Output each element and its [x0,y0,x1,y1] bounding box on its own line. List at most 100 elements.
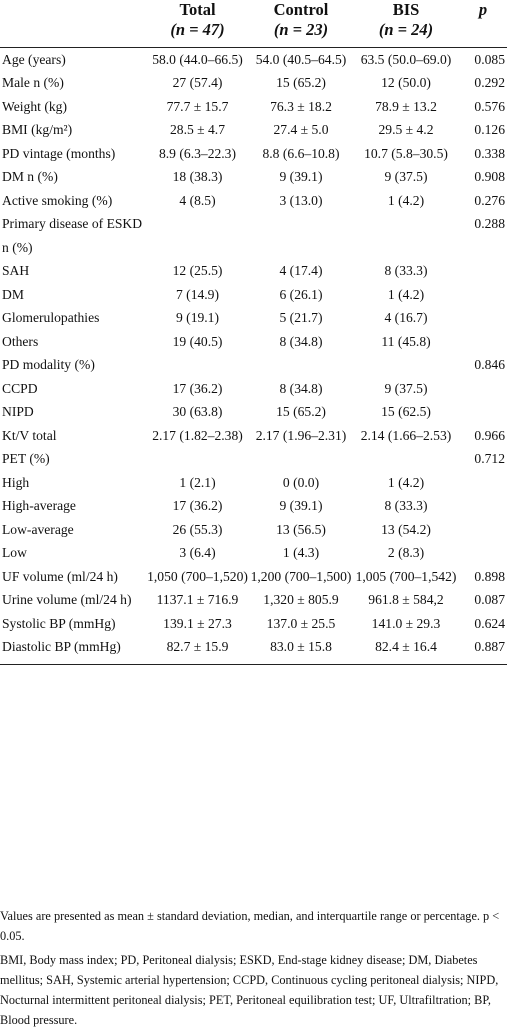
row-label: Male n (%) [2,75,64,90]
cell-control: 13 (56.5) [276,521,326,537]
table-row: Age (years) 58.0 (44.0–66.5) 54.0 (40.5–64… [0,47,507,71]
table-header-row: Total (n = 47) Control (n = 23) BIS (n =… [0,0,507,48]
cell-p-value [459,494,507,518]
row-label: High [2,474,30,490]
row-label: Primary disease of ESKD n (%) [2,216,143,255]
table-row: UF volume (ml/24 h) 1,050 (700–1,520) 1,20… [0,565,507,589]
row-label: Others [2,333,39,349]
row-label: PET (%) [2,451,50,466]
cell-bis: 1 (4.2) [387,474,425,490]
cell-control [249,212,353,259]
table-row: CCPD 17 (36.2) 8 (34.8) 9 (37.5) [0,377,507,401]
row-label: UF volume (ml/24 h) [2,568,118,584]
cell-p-value: 0.898 [474,568,505,584]
cell-p-value: 0.276 [474,192,505,208]
cell-p-value: 0.576 [474,98,505,114]
row-label: Diastolic BP (mmHg) [0,635,146,665]
cell-control: 5 (21.7) [279,310,323,325]
cell-bis: 1 (4.2) [387,192,425,208]
cell-control: 15 (65.2) [276,404,326,419]
cell-control: 9 (39.1) [279,169,323,184]
table-row: High 1 (2.1) 0 (0.0) 1 (4.2) [0,471,507,495]
row-label: Weight (kg) [2,98,67,114]
cell-bis [353,212,459,259]
row-label: SAH [2,263,30,278]
table-row: Weight (kg) 77.7 ± 15.7 76.3 ± 18.2 78.9 ± … [0,95,507,119]
cell-total: 9 (19.1) [175,310,220,325]
header-bis-label: BIS [392,0,420,19]
cell-bis: 12 (50.0) [381,75,431,90]
row-label: Age (years) [2,51,66,67]
cell-bis: 29.5 ± 4.2 [378,122,434,137]
cell-total: 1137.1 ± 716.9 [156,592,239,607]
cell-total: 26 (55.3) [172,521,223,537]
header-control-label: Control [273,0,329,19]
table-row: PET (%) 0.712 [0,447,507,471]
cell-total: 30 (63.8) [172,404,223,419]
cell-control: 8 (34.8) [279,333,323,349]
baseline-characteristics-table: Total (n = 47) Control (n = 23) BIS (n =… [0,0,507,665]
cell-p-value: 0.126 [474,122,505,137]
row-label: Glomerulopathies [2,310,100,325]
cell-total: 1 (2.1) [179,474,216,490]
header-bis-n: (n = 24) [378,20,434,39]
cell-total: 139.1 ± 27.3 [163,615,232,631]
table-row: Low 3 (6.4) 1 (4.3) 2 (8.3) [0,541,507,565]
cell-p-value [459,518,507,542]
cell-bis: 78.9 ± 13.2 [375,98,437,114]
cell-p-value: 0.887 [459,635,507,665]
cell-p-value [459,471,507,495]
cell-p-value: 0.087 [474,592,505,607]
cell-total: 3 (6.4) [179,545,216,560]
header-total: Total (n = 47) [146,0,249,48]
row-label: Kt/V total [2,427,57,443]
table-row: SAH 12 (25.5) 4 (17.4) 8 (33.3) [0,259,507,283]
cell-control: 9 (39.1) [279,498,323,513]
cell-p-value: 0.288 [474,216,505,231]
cell-p-value: 0.966 [474,427,505,443]
cell-p-value: 0.846 [474,357,505,372]
table-row: Diastolic BP (mmHg) 82.7 ± 15.9 83.0 ± 15.… [0,635,507,665]
table-row: Male n (%) 27 (57.4) 15 (65.2) 12 (50.0) 0.2… [0,71,507,95]
cell-total: 8.9 (6.3–22.3) [158,145,237,161]
cell-p-value [459,541,507,565]
cell-control: 1,200 (700–1,500) [250,568,352,584]
header-label-cell [0,0,146,48]
table-footnotes: Values are presented as mean ± standard … [0,906,505,1034]
row-label: PD modality (%) [2,357,95,372]
cell-control: 54.0 (40.5–64.5) [255,51,347,67]
row-label: NIPD [2,404,34,419]
cell-bis: 2 (8.3) [387,545,425,560]
cell-p-value: 0.338 [474,145,505,161]
row-label: DM [2,286,24,302]
row-label: CCPD [2,380,38,396]
cell-control: 83.0 ± 15.8 [249,635,353,665]
cell-control: 4 (17.4) [279,263,323,278]
table-row: DM n (%) 18 (38.3) 9 (39.1) 9 (37.5) 0.908 [0,165,507,189]
cell-bis: 15 (62.5) [381,404,431,419]
cell-bis: 1 (4.2) [387,286,425,302]
cell-total: 4 (8.5) [179,192,216,208]
cell-control: 8 (34.8) [279,380,323,396]
cell-control: 137.0 ± 25.5 [266,615,336,631]
cell-bis: 11 (45.8) [381,333,431,349]
cell-control: 15 (65.2) [276,75,326,90]
table-row: PD vintage (months) 8.9 (6.3–22.3) 8.8 (6.… [0,142,507,166]
table-row: Active smoking (%) 4 (8.5) 3 (13.0) 1 (4.2)… [0,189,507,213]
cell-control: 6 (26.1) [279,286,323,302]
header-total-label: Total [179,0,216,19]
cell-bis [353,353,459,377]
table-row: Primary disease of ESKD n (%) 0.288 [0,212,507,259]
cell-p-value: 0.712 [474,451,505,466]
table-row: PD modality (%) 0.846 [0,353,507,377]
cell-total: 17 (36.2) [172,498,223,513]
header-total-n: (n = 47) [170,20,225,39]
cell-p-value [459,400,507,424]
cell-bis: 961.8 ± 584,2 [368,592,444,607]
cell-total: 12 (25.5) [172,263,223,278]
table-row: Glomerulopathies 9 (19.1) 5 (21.7) 4 (16.7) [0,306,507,330]
cell-total: 7 (14.9) [175,286,220,302]
cell-total: 82.7 ± 15.9 [146,635,249,665]
row-label: Low [2,545,27,560]
cell-p-value: 0.085 [474,51,505,67]
